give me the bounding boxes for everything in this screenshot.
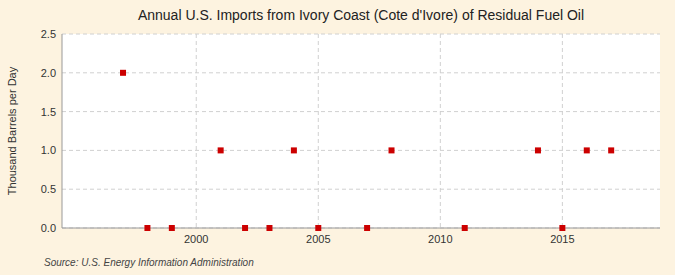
point <box>144 225 150 231</box>
grid <box>62 34 660 228</box>
chart: 0.0 0.5 1.0 1.5 2.0 2.5 2000 2005 2010 2015 Annual… <box>0 0 675 275</box>
point <box>218 147 224 153</box>
grid-line <box>62 111 660 112</box>
tick-label: 1.5 <box>41 106 56 118</box>
title: Annual U.S. Imports from Ivory Coast (Co… <box>138 7 584 23</box>
y-axis-label: Thousand Barrels per Day <box>6 66 18 195</box>
background <box>0 0 675 275</box>
point <box>584 147 590 153</box>
tick-label: 0.0 <box>41 222 56 234</box>
plot-area <box>62 34 660 228</box>
point <box>608 147 614 153</box>
point <box>389 147 395 153</box>
grid-line <box>62 189 660 190</box>
tick-label: 2010 <box>428 233 452 245</box>
grid-line <box>318 34 319 228</box>
grid-line <box>196 34 197 228</box>
y-axis-line <box>62 34 63 228</box>
point <box>120 70 126 76</box>
annotation: Source: U.S. Energy Information Administ… <box>44 257 254 268</box>
grid-line <box>62 34 660 35</box>
tick-label: 2000 <box>184 233 208 245</box>
point <box>266 225 272 231</box>
grid-line <box>440 34 441 228</box>
tick-label: 2.0 <box>41 67 56 79</box>
point <box>535 147 541 153</box>
tick-label: 0.5 <box>41 183 56 195</box>
point <box>364 225 370 231</box>
points <box>120 70 614 231</box>
point <box>169 225 175 231</box>
grid-line <box>562 34 563 228</box>
grid-line <box>62 150 660 151</box>
grid-line <box>62 228 660 229</box>
tick-label: 2015 <box>550 233 574 245</box>
tick-label: 1.0 <box>41 144 56 156</box>
point <box>559 225 565 231</box>
tick-label: 2005 <box>306 233 330 245</box>
x-axis-line <box>62 228 660 229</box>
point <box>242 225 248 231</box>
tick-label: 2.5 <box>41 28 56 40</box>
grid-line <box>62 72 660 73</box>
point <box>462 225 468 231</box>
point <box>315 225 321 231</box>
point <box>291 147 297 153</box>
